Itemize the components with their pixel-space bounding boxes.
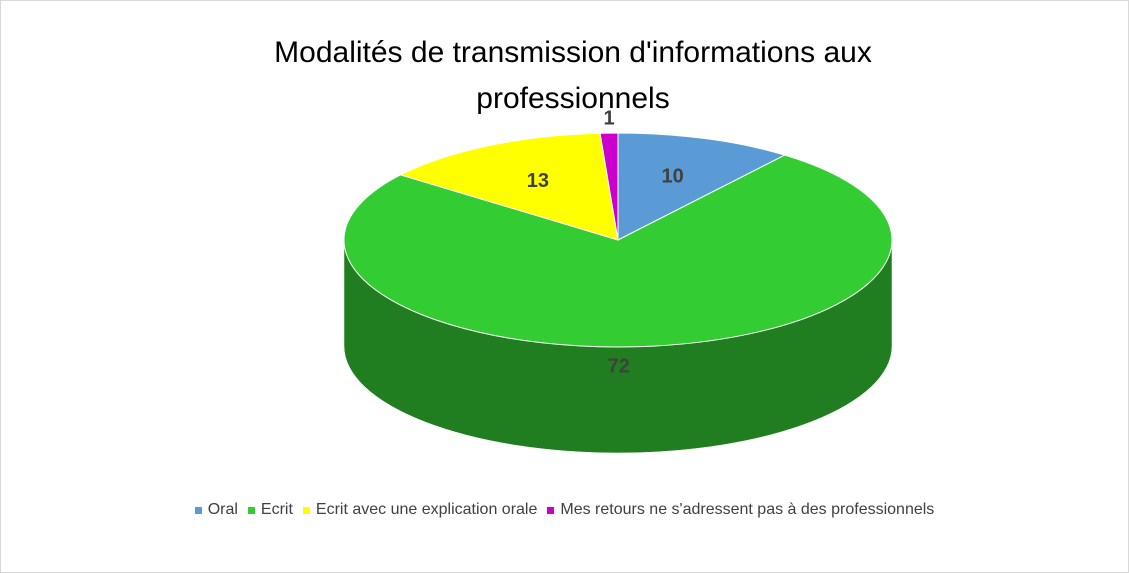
value-label: 13 [527,170,549,192]
value-label: 72 [608,355,630,377]
chart-title: Modalités de transmission d'informations… [274,36,872,115]
legend: Oral Ecrit Ecrit avec une explication oral… [0,501,1129,519]
legend-item: Ecrit [247,501,293,519]
legend-label: Ecrit [260,501,293,518]
legend-swatch [194,506,202,514]
legend-item: Mes retours ne s'adressent pas à des pro… [547,501,934,519]
legend-swatch [547,506,555,514]
legend-item: Ecrit avec une explication orale [302,501,538,519]
pie-slice [599,132,619,241]
legend-label: Ecrit avec une explication orale [315,501,538,518]
value-label: 1 [603,107,614,129]
legend-label: Mes retours ne s'adressent pas à des pro… [560,501,935,518]
pie-slice [617,132,787,241]
legend-swatch [302,506,310,514]
legend-item: Oral [194,501,238,519]
legend-swatch [247,506,255,514]
pie-slice [399,132,619,241]
value-label: 10 [661,165,683,187]
pie-slice [343,154,893,348]
legend-label: Oral [207,501,238,518]
